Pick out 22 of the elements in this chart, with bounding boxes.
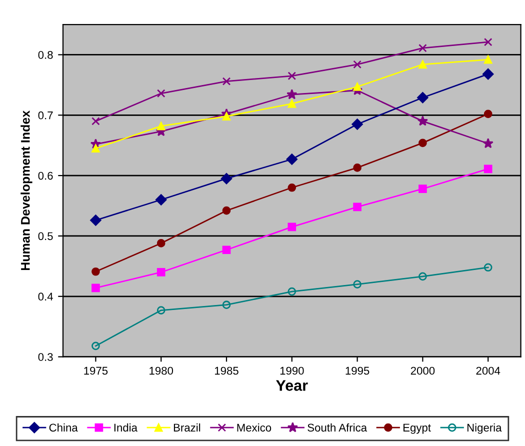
- legend-label: Egypt: [404, 424, 431, 434]
- x-tick-label: 1975: [84, 366, 108, 375]
- x-tick-label: 1990: [280, 366, 304, 375]
- x-axis-title: Year: [276, 380, 308, 391]
- x-tick-label: 1980: [150, 366, 174, 375]
- y-tick-label: 0.3: [38, 353, 53, 361]
- y-tick-label: 0.8: [38, 51, 53, 59]
- legend-label: South Africa: [308, 423, 368, 432]
- x-tick-label: 1995: [346, 366, 370, 375]
- legend-label: Mexico: [237, 423, 272, 432]
- y-axis-title: Human Development Index: [20, 110, 32, 270]
- y-tick-label: 0.4: [38, 292, 53, 301]
- y-tick-label: 0.7: [38, 111, 53, 120]
- x-tick-label: 2000: [410, 366, 435, 375]
- x-tick-label: 2004: [476, 366, 500, 375]
- y-tick-label: 0.5: [38, 232, 53, 240]
- legend-label: Brazil: [174, 423, 200, 432]
- legend-label: Nigeria: [467, 423, 502, 434]
- legend-label: India: [114, 423, 138, 432]
- y-tick-label: 0.6: [38, 172, 53, 180]
- legend-label: China: [49, 423, 78, 432]
- x-tick-label: 1985: [214, 366, 238, 375]
